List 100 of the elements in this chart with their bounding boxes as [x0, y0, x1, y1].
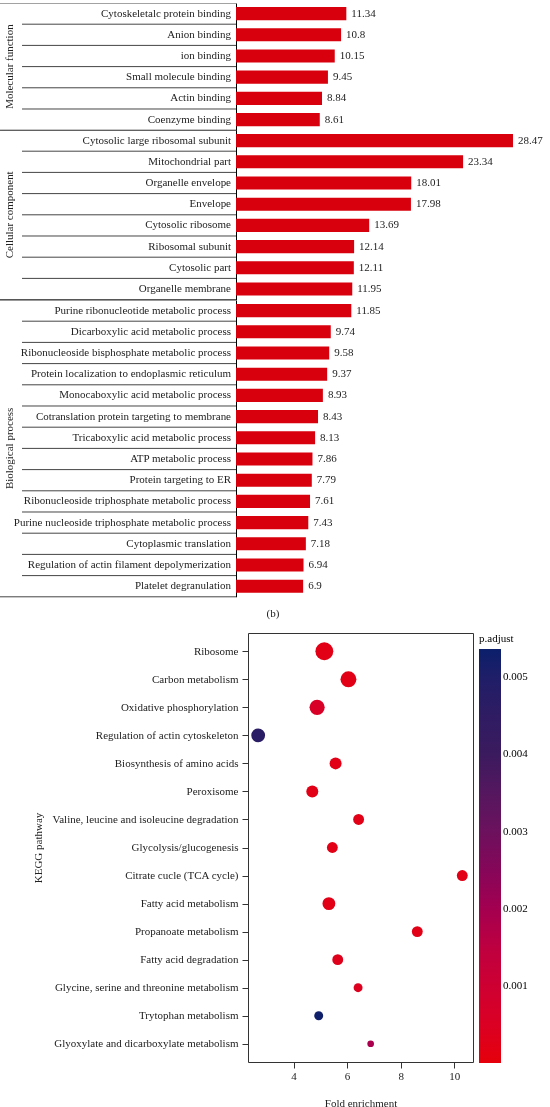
data-label: 10.15 [339, 49, 365, 61]
y-tick-label: Oxidative phosphorylation [120, 700, 239, 713]
bar [236, 7, 347, 21]
data-label: 12.11 [358, 260, 384, 273]
bar [236, 113, 320, 127]
bar [236, 176, 412, 190]
y-tick-label: Cytosolic part [169, 260, 231, 273]
data-label: 10.8 [346, 27, 366, 40]
x-tick-label: 4 [291, 1069, 298, 1082]
y-tick-label: ion binding [180, 49, 232, 61]
y-tick-label: Protein localization to endoplasmic reticulum [30, 367, 232, 379]
bar [236, 240, 355, 254]
bar [236, 325, 331, 339]
bar [236, 70, 328, 84]
data-label: 17.98 [415, 197, 442, 210]
bar [236, 49, 335, 63]
data-label: 8.93 [327, 388, 348, 401]
data-label: 7.86 [317, 451, 338, 464]
y-tick-label: Ribosomal subunit [148, 239, 231, 252]
data-label: 28.47 [517, 133, 544, 146]
y-tick-label: Organelle envelope [145, 176, 232, 189]
y-tick-label: Glycolysis/glucogenesis [131, 841, 239, 853]
color-bar-label: 0.002 [503, 902, 528, 915]
data-label: 18.01 [416, 176, 441, 189]
y-tick-label: Regulation of actin filament depolymerization [27, 557, 232, 570]
y-tick-label: Fatty acid degradation [140, 953, 239, 966]
color-bar-label: 0.004 [503, 747, 529, 760]
bar [236, 537, 306, 551]
y-axis-title: Biological process [3, 407, 15, 489]
y-tick-label: Cytosolic ribosome [145, 218, 232, 231]
y-tick-label: Anion binding [167, 27, 232, 40]
x-tick-label: 6 [344, 1069, 351, 1082]
bar [236, 219, 370, 233]
y-axis-title: KEGG pathway [32, 812, 45, 884]
bar [236, 409, 319, 423]
bar [236, 494, 311, 508]
data-label: 7.18 [310, 536, 331, 549]
color-bar-label: 0.003 [503, 824, 529, 837]
data-label: 8.84 [327, 91, 347, 104]
data-label: 23.34 [468, 154, 494, 167]
bar [236, 303, 352, 317]
y-tick-label: Organelle membrane [138, 282, 232, 295]
y-tick-label: Cytoskeletalc protein binding [101, 6, 232, 19]
y-tick-label: Purine nucleoside triphosphate metabolic process [13, 515, 231, 528]
y-tick-label: Tricaboxylic acid metabolic process [72, 430, 231, 443]
data-label: 6.94 [308, 557, 329, 570]
data-label: 11.95 [357, 282, 383, 295]
text: (b) [266, 606, 280, 620]
y-tick-label: Peroxisome [186, 784, 239, 797]
y-tick-label: ATP metabolic process [130, 451, 231, 464]
data-label: 7.43 [313, 515, 334, 528]
y-tick-label: Envelope [189, 197, 232, 210]
bar [236, 91, 323, 105]
bar [236, 473, 312, 487]
data-label: 9.37 [332, 367, 352, 379]
color-bar-title: p.adjust [479, 632, 514, 644]
data-label: 13.69 [374, 218, 400, 231]
y-tick-label: Ribonucleoside bisphosphate metabolic process [20, 345, 231, 358]
y-tick-label: Citrate cucle (TCA cycle) [125, 869, 239, 883]
bar [236, 579, 304, 593]
y-axis-title: Molecular function [3, 23, 16, 109]
y-tick-label: Fatty acid metabolism [140, 897, 239, 910]
y-tick-label: Cotranslation protein targeting to membrane [35, 409, 232, 422]
data-label: 8.61 [324, 112, 344, 125]
y-tick-label: Coenzyme binding [147, 112, 232, 125]
y-tick-label: Glycine, serine and threonine metabolism [54, 981, 239, 994]
bar [236, 28, 342, 42]
data-label: 11.85 [356, 303, 382, 316]
bar [236, 515, 309, 529]
bar [236, 388, 323, 402]
y-tick-label: Glyoxylate and dicarboxylate metabolism [54, 1037, 239, 1050]
data-label: 9.74 [335, 324, 356, 337]
y-tick-label: Biosynthesis of amino acids [114, 756, 239, 769]
color-bar-label: 0.005 [503, 669, 529, 682]
bar [236, 367, 328, 381]
data-label: 12.14 [359, 239, 385, 252]
y-tick-label: Monocaboxylic acid metabolic process [59, 388, 231, 401]
data-label: 8.13 [320, 430, 340, 443]
bar [236, 197, 411, 211]
x-tick-label: 10 [449, 1069, 461, 1082]
bar [236, 261, 354, 275]
y-tick-label: Small molecule binding [126, 70, 232, 83]
y-tick-label: Cytosolic large ribosomal subunit [82, 133, 231, 146]
y-tick-label: Trytophan metabolism [138, 1009, 239, 1022]
bar [236, 282, 353, 296]
y-tick-label: Purine ribonucleotide metabolic process [54, 303, 231, 316]
y-tick-label: Ribosome [193, 644, 239, 657]
data-label: 11.34 [351, 6, 377, 19]
bar [236, 134, 513, 148]
y-tick-label: Mitochondrial part [148, 154, 231, 167]
y-tick-label: Dicarboxylic acid metabolic process [70, 324, 231, 337]
bar [236, 558, 304, 572]
x-axis-title: Fold enrichment [324, 1096, 398, 1107]
bar [236, 452, 313, 466]
x-tick-label: 8 [398, 1069, 405, 1082]
y-tick-label: Actin binding [170, 91, 232, 104]
y-tick-label: Valine, leucine and isoleucine degradation [52, 812, 239, 825]
bar [236, 346, 330, 360]
y-tick-label: Cytoplasmic translation [126, 536, 232, 549]
data-label: 8.43 [323, 409, 343, 422]
